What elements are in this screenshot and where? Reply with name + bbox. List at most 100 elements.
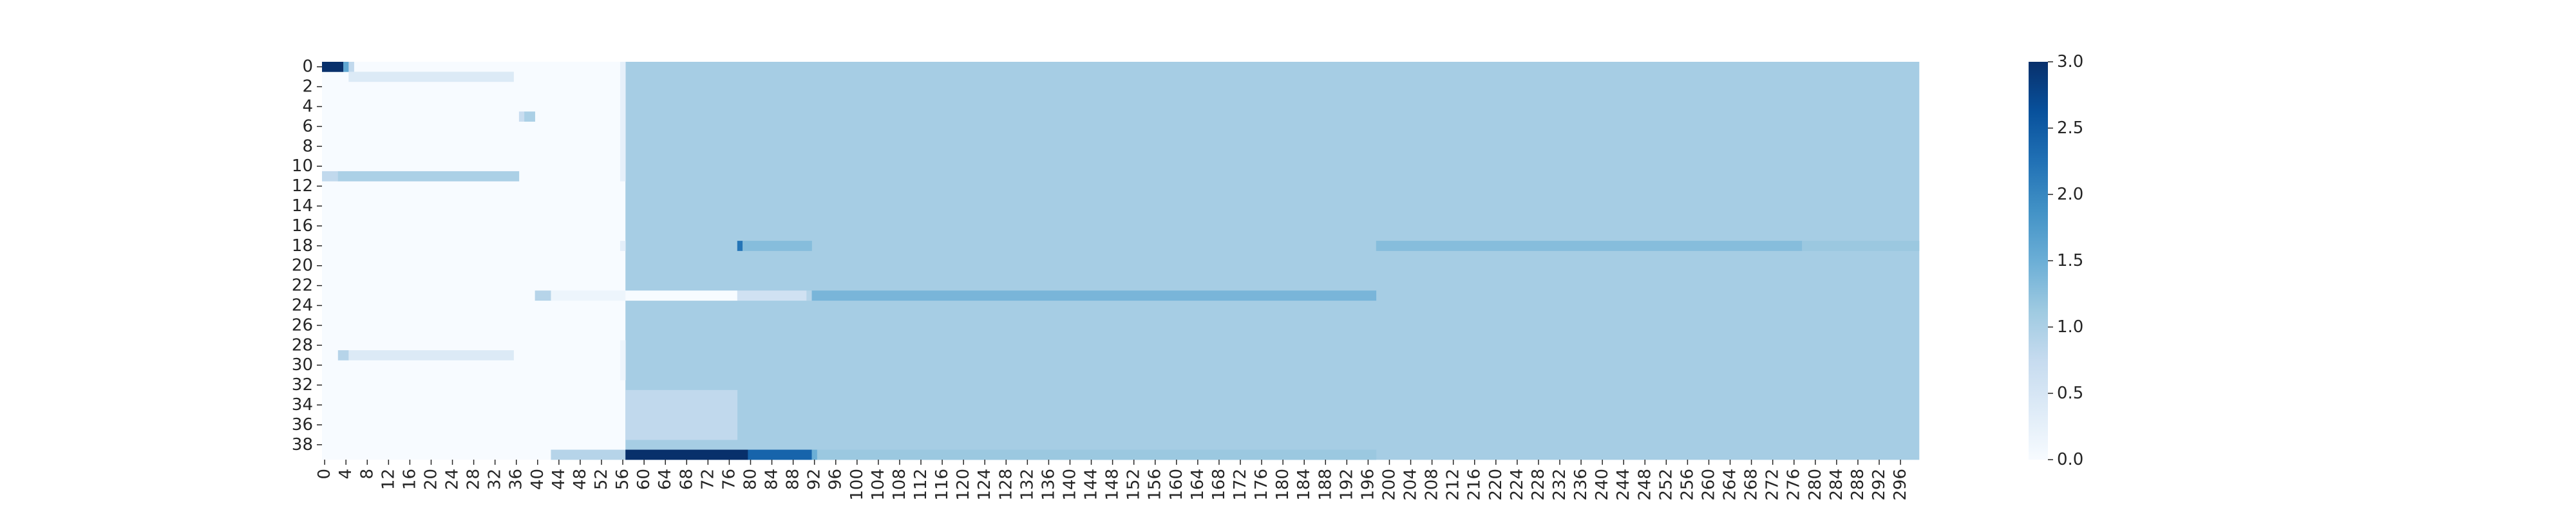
x-tick-label: 260 [1699,469,1718,501]
y-tick-label: 24 [292,296,313,315]
x-tick-label: 148 [1103,469,1122,501]
y-tick-label: 34 [292,395,313,415]
heatmap-region-1 [322,62,344,72]
x-tick-label: 152 [1124,469,1144,501]
heatmap-region-12 [620,340,626,380]
y-tick-label: 28 [292,335,313,355]
colorbar-tick-label: 1.0 [2057,317,2083,337]
x-tick-label: 180 [1273,469,1293,501]
heatmap-region-10 [348,350,514,360]
colorbar-tick-label: 0.5 [2057,384,2083,403]
colorbar-tick-label: 3.0 [2057,52,2083,71]
x-tick-label: 232 [1550,469,1569,501]
x-tick-label: 264 [1721,469,1740,501]
x-tick-label: 244 [1614,469,1633,501]
heatmap-region-5 [518,111,525,122]
x-tick-label: 176 [1252,469,1271,501]
y-tick-label: 30 [292,355,313,375]
heatmap-region-17 [1802,241,1920,251]
y-tick-label: 36 [292,415,313,435]
x-tick-label: 4 [336,469,355,480]
y-tick-label: 6 [302,117,313,136]
colorbar-tick-label: 0.0 [2057,450,2083,469]
x-tick-label: 48 [571,469,590,490]
x-tick-label: 212 [1444,469,1463,501]
x-tick-label: 96 [826,469,846,490]
y-tick-label: 8 [302,136,313,156]
heatmap-region-0 [625,62,1920,460]
heatmap-region-2 [343,62,349,72]
x-tick-label: 160 [1167,469,1186,501]
y-tick-label: 20 [292,256,313,276]
heatmap-region-14 [737,241,743,251]
x-axis-ticks: 0 4 8 12 16 20 24 28 32 36 40 44 48 52 56 60 64 68 72 76 80 8… [315,460,1910,501]
x-tick-label: 144 [1082,469,1101,501]
x-tick-label: 272 [1763,469,1783,501]
x-tick-label: 292 [1870,469,1889,501]
x-tick-label: 84 [762,469,782,490]
x-tick-label: 16 [400,469,419,490]
heatmap-region-24 [625,389,738,440]
x-tick-label: 296 [1891,469,1910,501]
colorbar-tick-label: 1.5 [2057,251,2083,270]
x-tick-label: 140 [1060,469,1079,501]
x-tick-label: 104 [869,469,888,501]
x-tick-label: 204 [1401,469,1421,501]
x-tick-label: 124 [975,469,994,501]
x-tick-label: 220 [1486,469,1506,501]
y-tick-label: 4 [302,97,313,117]
colorbar-tick-label: 2.0 [2057,185,2083,204]
heatmap-region-28 [811,449,818,460]
x-tick-label: 132 [1018,469,1037,501]
x-tick-label: 208 [1423,469,1442,501]
x-tick-label: 284 [1827,469,1846,501]
x-tick-label: 156 [1146,469,1165,501]
y-tick-label: 16 [292,216,313,236]
x-tick-label: 60 [634,469,654,490]
heatmap-region-9 [337,350,349,360]
x-tick-label: 64 [656,469,675,490]
x-tick-label: 216 [1465,469,1484,501]
x-tick-label: 276 [1785,469,1804,501]
x-tick-label: 20 [421,469,440,490]
colorbar-gradient [2029,62,2048,460]
x-tick-label: 56 [613,469,632,490]
x-tick-label: 72 [698,469,717,490]
heatmap-region-23 [811,290,1377,301]
heatmap-region-6 [524,111,535,122]
y-tick-label: 18 [292,236,313,256]
heatmap-region-20 [625,290,738,301]
y-tick-label: 10 [292,156,313,176]
colorbar: 0.0 0.5 1.0 1.5 2.0 2.5 3.0 [2029,52,2083,469]
heatmap-region-3 [348,62,354,72]
x-tick-label: 68 [677,469,696,490]
y-tick-label: 12 [292,176,313,196]
y-tick-label: 22 [292,276,313,295]
x-tick-label: 120 [954,469,973,501]
x-tick-label: 256 [1678,469,1697,501]
x-tick-label: 116 [933,469,952,501]
y-tick-label: 32 [292,375,313,395]
x-tick-label: 240 [1593,469,1612,501]
x-tick-label: 32 [486,469,505,490]
heatmap-region-22 [806,290,812,301]
heatmap-region-16 [1376,241,1803,251]
colorbar-tick-label: 2.5 [2057,118,2083,138]
y-tick-label: 26 [292,315,313,335]
heatmap-cells [322,62,1920,460]
x-tick-label: 228 [1529,469,1548,501]
x-tick-label: 28 [464,469,484,490]
x-tick-label: 280 [1806,469,1825,501]
heatmap-region-8 [337,171,520,182]
heatmap-region-7 [322,171,339,182]
x-tick-label: 8 [357,469,377,480]
y-tick-label: 0 [302,57,313,77]
y-tick-label: 2 [302,77,313,97]
y-tick-label: 38 [292,435,313,454]
heatmap-region-15 [743,241,812,251]
x-tick-label: 252 [1656,469,1676,501]
x-tick-label: 268 [1742,469,1761,501]
x-tick-label: 164 [1188,469,1208,501]
x-tick-label: 196 [1358,469,1378,501]
